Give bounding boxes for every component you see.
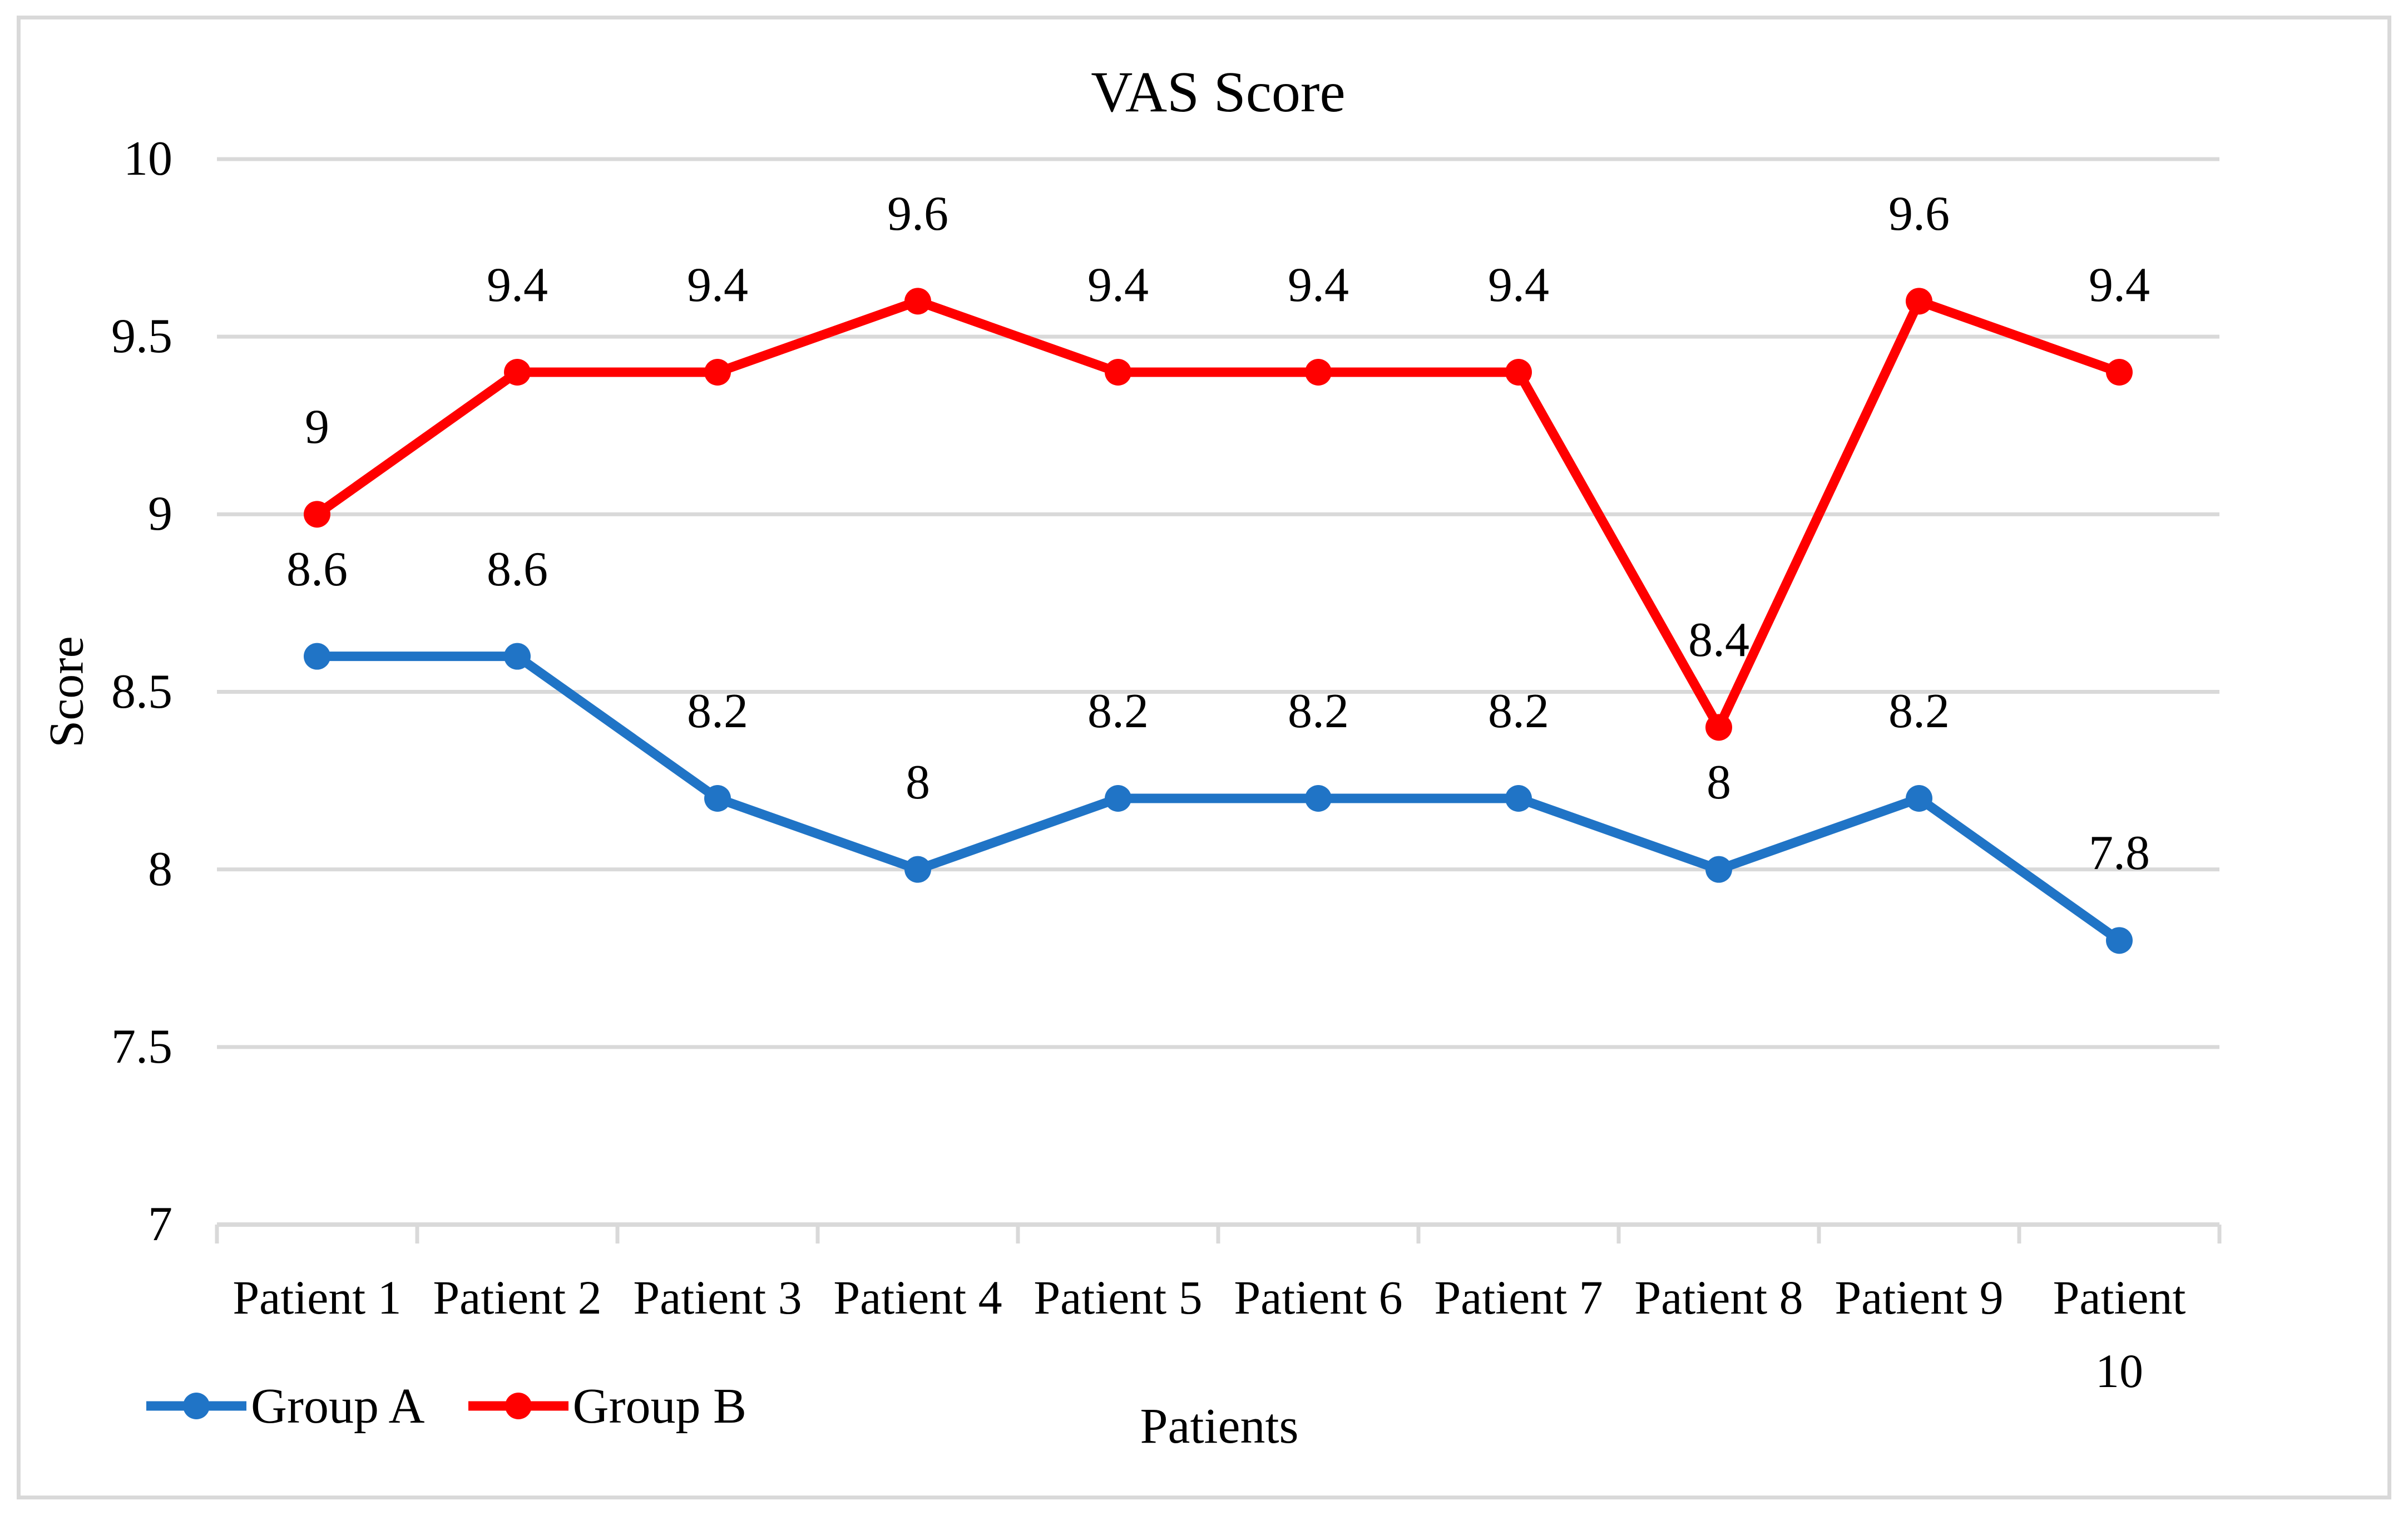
series-marker-group-a — [1705, 856, 1732, 883]
series-line-group-b — [312, 296, 2124, 732]
series-line-group-a — [312, 652, 2124, 945]
data-label: 9.6 — [887, 187, 948, 241]
series-marker-group-b — [1305, 359, 1332, 386]
x-tick-label: Patient 3 — [633, 1271, 802, 1324]
series-marker-group-b — [904, 288, 931, 315]
x-tick-label: Patient 9 — [1835, 1271, 2004, 1324]
x-tick-label: Patient 5 — [1034, 1271, 1203, 1324]
x-tick-label: Patient 4 — [833, 1271, 1002, 1324]
series-marker-group-b — [1505, 359, 1532, 386]
x-tick-label: Patient 8 — [1634, 1271, 1803, 1324]
legend-label: Group B — [572, 1378, 747, 1434]
series-marker-group-a — [1906, 785, 1932, 812]
series-marker-group-b — [1906, 288, 1932, 315]
x-tick-label: Patient 1 — [233, 1271, 402, 1324]
data-label: 8.2 — [1288, 684, 1349, 738]
data-label: 7.8 — [2089, 826, 2150, 881]
x-tick-label: Patient 6 — [1234, 1271, 1403, 1324]
data-label: 8.2 — [687, 684, 748, 738]
data-label: 9.6 — [1888, 187, 1950, 241]
y-tick-label: 9.5 — [111, 309, 172, 364]
data-label: 8.2 — [1488, 684, 1549, 738]
data-label: 9.4 — [487, 258, 548, 312]
data-label: 8.6 — [286, 542, 348, 596]
series-marker-group-a — [304, 643, 330, 670]
data-label: 8.4 — [1688, 613, 1749, 668]
series-marker-group-a — [504, 643, 531, 670]
legend-item-group-a: Group A — [146, 1373, 425, 1439]
legend-line-marker-swatch — [146, 1393, 246, 1419]
y-tick-label: 7 — [148, 1197, 172, 1251]
series-marker-group-a — [704, 785, 731, 812]
data-label: 9.4 — [2089, 258, 2150, 312]
series-marker-group-a — [2106, 927, 2133, 954]
x-tick-label: Patient 2 — [433, 1271, 602, 1324]
series-marker-group-b — [1705, 714, 1732, 741]
x-tick-label: Patient 10 — [2053, 1271, 2186, 1398]
data-label: 9.4 — [1488, 258, 1549, 312]
legend-item-group-b: Group B — [468, 1373, 747, 1439]
data-label: 8 — [1707, 755, 1731, 810]
data-label: 8.2 — [1087, 684, 1149, 738]
data-label: 9.4 — [1087, 258, 1149, 312]
series-marker-group-b — [704, 359, 731, 386]
series-marker-group-b — [504, 359, 531, 386]
data-label: 9 — [305, 400, 329, 455]
series-marker-group-a — [1305, 785, 1332, 812]
legend: Group A Group B — [146, 1370, 746, 1442]
y-tick-label: 7.5 — [111, 1019, 172, 1074]
series-marker-group-a — [904, 856, 931, 883]
data-label: 8.2 — [1888, 684, 1950, 738]
data-label: 8 — [906, 755, 930, 810]
x-tick-label: Patient 7 — [1434, 1271, 1603, 1324]
legend-label: Group A — [251, 1378, 425, 1434]
y-tick-label: 9 — [148, 487, 172, 541]
y-tick-label: 10 — [123, 132, 172, 186]
chart-title: VAS Score — [1091, 60, 1346, 124]
series-marker-group-a — [1505, 785, 1532, 812]
series-marker-group-b — [304, 501, 330, 528]
y-tick-label: 8 — [148, 842, 172, 896]
series-marker-group-b — [1105, 359, 1131, 386]
data-label: 9.4 — [1288, 258, 1349, 312]
y-tick-label: 8.5 — [111, 664, 172, 719]
data-label: 8.6 — [487, 542, 548, 596]
legend-line-marker-swatch — [468, 1393, 568, 1419]
series-marker-group-b — [2106, 359, 2133, 386]
data-label: 9.4 — [687, 258, 748, 312]
series-marker-group-a — [1105, 785, 1131, 812]
figure-border — [17, 16, 2391, 1499]
x-axis-title: Patients — [1140, 1399, 1299, 1454]
